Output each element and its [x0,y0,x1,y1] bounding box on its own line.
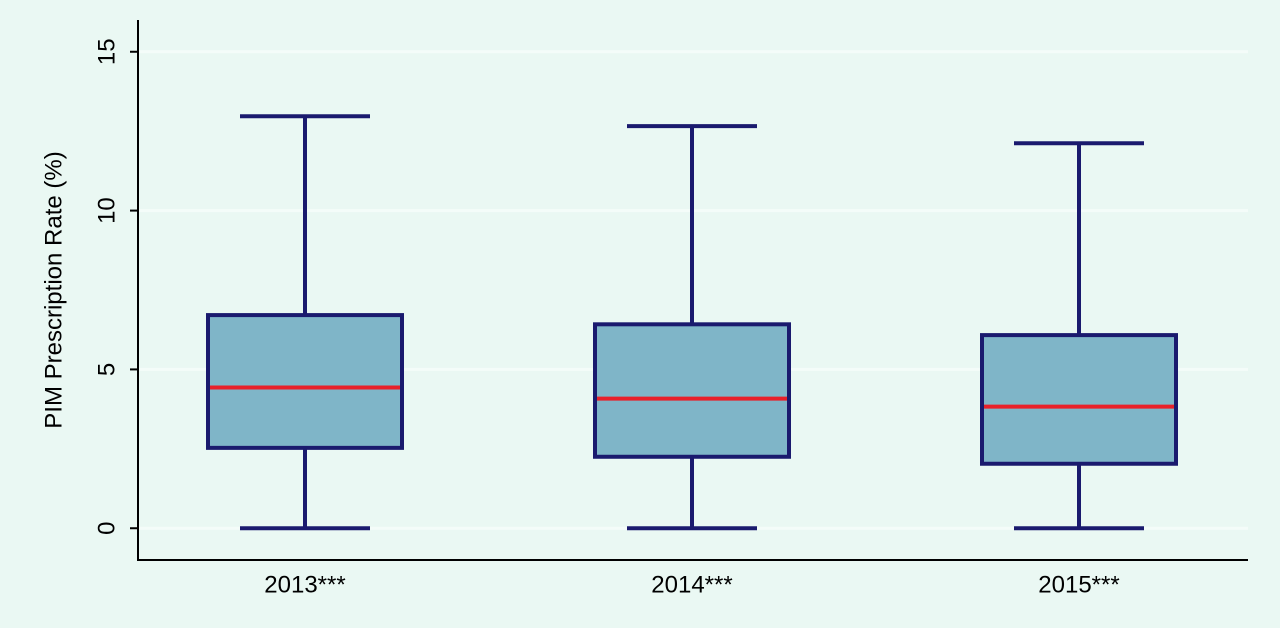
y-tick-label: 10 [93,197,120,224]
y-tick-label: 0 [93,522,120,535]
y-tick-label: 15 [93,38,120,65]
x-tick-label: 2015*** [1038,571,1119,598]
box [593,322,791,459]
box [206,313,404,450]
y-tick-label: 5 [93,363,120,376]
x-tick-label: 2013*** [264,571,345,598]
box [980,333,1178,466]
y-axis-label: PIM Prescription Rate (%) [40,151,67,428]
x-tick-label: 2014*** [651,571,732,598]
